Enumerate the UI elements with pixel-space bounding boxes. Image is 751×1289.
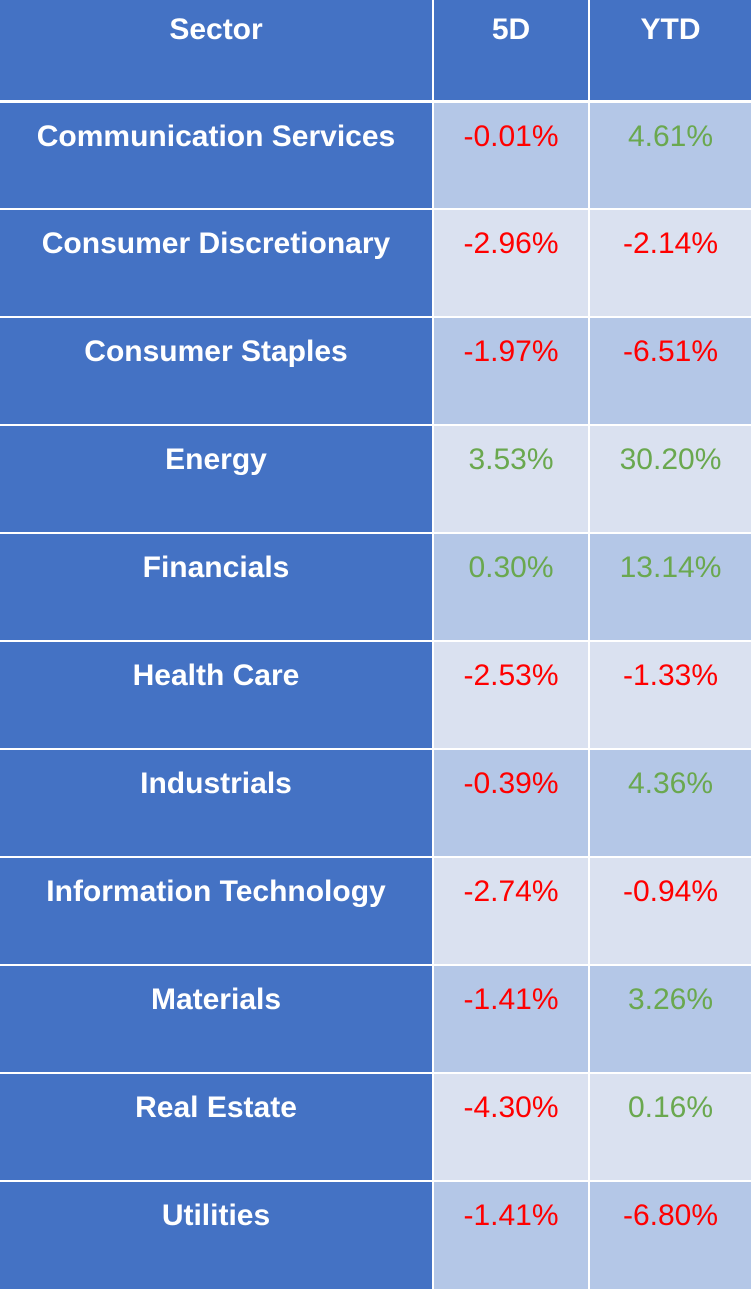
five-day-change: -2.74% [432, 856, 589, 965]
sector-name: Financials [0, 532, 433, 641]
table-row: Industrials -0.39% 4.36% [0, 748, 751, 857]
five-day-change: -1.41% [432, 1180, 589, 1289]
table-row: Real Estate -4.30% 0.16% [0, 1072, 751, 1181]
sector-name: Health Care [0, 640, 433, 749]
ytd-change: 4.36% [588, 748, 751, 857]
table-row: Utilities -1.41% -6.80% [0, 1180, 751, 1289]
table-row: Consumer Staples -1.97% -6.51% [0, 316, 751, 425]
ytd-change: -2.14% [588, 208, 751, 317]
sector-name: Consumer Discretionary [0, 208, 433, 317]
sector-name: Industrials [0, 748, 433, 857]
five-day-change: -4.30% [432, 1072, 589, 1181]
ytd-change: 13.14% [588, 532, 751, 641]
sector-name: Communication Services [0, 101, 433, 209]
five-day-change: -0.39% [432, 748, 589, 857]
five-day-change: -1.41% [432, 964, 589, 1073]
table-body: Communication Services -0.01% 4.61% Cons… [0, 101, 751, 1289]
five-day-change: 0.30% [432, 532, 589, 641]
ytd-change: -0.94% [588, 856, 751, 965]
table-row: Materials -1.41% 3.26% [0, 964, 751, 1073]
sector-name: Materials [0, 964, 433, 1073]
five-day-change: -0.01% [432, 101, 589, 209]
sector-name: Real Estate [0, 1072, 433, 1181]
five-day-change: 3.53% [432, 424, 589, 533]
table-row: Information Technology -2.74% -0.94% [0, 856, 751, 965]
sector-name: Energy [0, 424, 433, 533]
header-ytd: YTD [588, 0, 751, 103]
sector-name: Utilities [0, 1180, 433, 1289]
ytd-change: 0.16% [588, 1072, 751, 1181]
header-5d: 5D [432, 0, 589, 103]
table-row: Energy 3.53% 30.20% [0, 424, 751, 533]
table-row: Financials 0.30% 13.14% [0, 532, 751, 641]
five-day-change: -2.53% [432, 640, 589, 749]
sector-name: Consumer Staples [0, 316, 433, 425]
ytd-change: 30.20% [588, 424, 751, 533]
ytd-change: -6.80% [588, 1180, 751, 1289]
table-header: Sector 5D YTD [0, 0, 751, 103]
ytd-change: -1.33% [588, 640, 751, 749]
ytd-change: 3.26% [588, 964, 751, 1073]
sector-name: Information Technology [0, 856, 433, 965]
table-row: Communication Services -0.01% 4.61% [0, 101, 751, 209]
five-day-change: -2.96% [432, 208, 589, 317]
ytd-change: -6.51% [588, 316, 751, 425]
five-day-change: -1.97% [432, 316, 589, 425]
table-row: Consumer Discretionary -2.96% -2.14% [0, 208, 751, 317]
header-sector: Sector [0, 0, 433, 103]
header-row: Sector 5D YTD [0, 0, 751, 103]
table-row: Health Care -2.53% -1.33% [0, 640, 751, 749]
ytd-change: 4.61% [588, 101, 751, 209]
